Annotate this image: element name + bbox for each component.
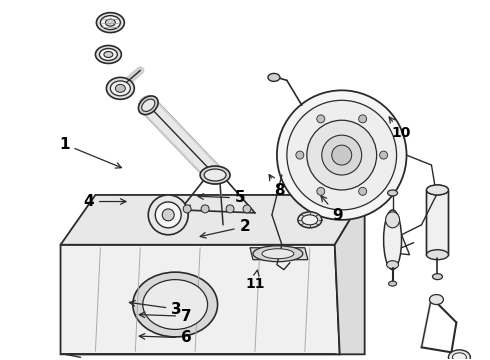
Circle shape (226, 205, 234, 213)
Ellipse shape (106, 77, 134, 99)
Text: 8: 8 (269, 175, 285, 198)
Ellipse shape (429, 294, 443, 305)
Circle shape (183, 205, 191, 213)
Ellipse shape (99, 49, 118, 60)
Polygon shape (61, 195, 365, 245)
Ellipse shape (426, 250, 448, 260)
Ellipse shape (386, 212, 399, 228)
Polygon shape (250, 248, 308, 260)
Ellipse shape (388, 190, 397, 196)
Circle shape (287, 100, 396, 210)
Text: 7: 7 (139, 309, 192, 324)
Ellipse shape (262, 249, 294, 259)
Text: 9: 9 (321, 196, 343, 223)
Ellipse shape (133, 272, 218, 337)
Ellipse shape (384, 210, 401, 270)
Ellipse shape (97, 13, 124, 32)
Ellipse shape (204, 169, 226, 181)
Text: 1: 1 (59, 137, 122, 168)
Text: 4: 4 (83, 194, 126, 209)
Circle shape (380, 151, 388, 159)
Ellipse shape (142, 99, 155, 112)
Circle shape (317, 115, 325, 123)
Polygon shape (335, 195, 365, 354)
Circle shape (277, 90, 407, 220)
Ellipse shape (387, 261, 398, 269)
Circle shape (359, 187, 367, 195)
Ellipse shape (143, 280, 208, 329)
Polygon shape (61, 245, 340, 354)
Polygon shape (426, 190, 448, 255)
Ellipse shape (298, 212, 322, 228)
Text: 3: 3 (129, 301, 182, 316)
Ellipse shape (448, 350, 470, 360)
Circle shape (332, 145, 352, 165)
Text: 5: 5 (198, 190, 245, 206)
Circle shape (155, 202, 181, 228)
Circle shape (162, 209, 174, 221)
Text: 2: 2 (200, 219, 250, 238)
Ellipse shape (200, 166, 230, 184)
Circle shape (322, 135, 362, 175)
Text: 6: 6 (139, 330, 192, 345)
Circle shape (148, 195, 188, 235)
Ellipse shape (389, 281, 396, 286)
Ellipse shape (115, 84, 125, 92)
Ellipse shape (104, 51, 113, 58)
Ellipse shape (452, 353, 466, 360)
Ellipse shape (139, 96, 158, 114)
Circle shape (243, 205, 251, 213)
Ellipse shape (302, 215, 318, 225)
Circle shape (317, 187, 325, 195)
Ellipse shape (110, 81, 130, 96)
Circle shape (307, 120, 377, 190)
Circle shape (201, 205, 209, 213)
Ellipse shape (268, 73, 280, 81)
Ellipse shape (105, 19, 115, 26)
Text: 11: 11 (245, 270, 265, 291)
Text: 10: 10 (389, 117, 411, 140)
Ellipse shape (426, 185, 448, 195)
Circle shape (359, 115, 367, 123)
Ellipse shape (96, 45, 122, 63)
Ellipse shape (100, 15, 121, 30)
Ellipse shape (253, 246, 303, 262)
Circle shape (296, 151, 304, 159)
Ellipse shape (433, 274, 442, 280)
Ellipse shape (426, 185, 448, 195)
